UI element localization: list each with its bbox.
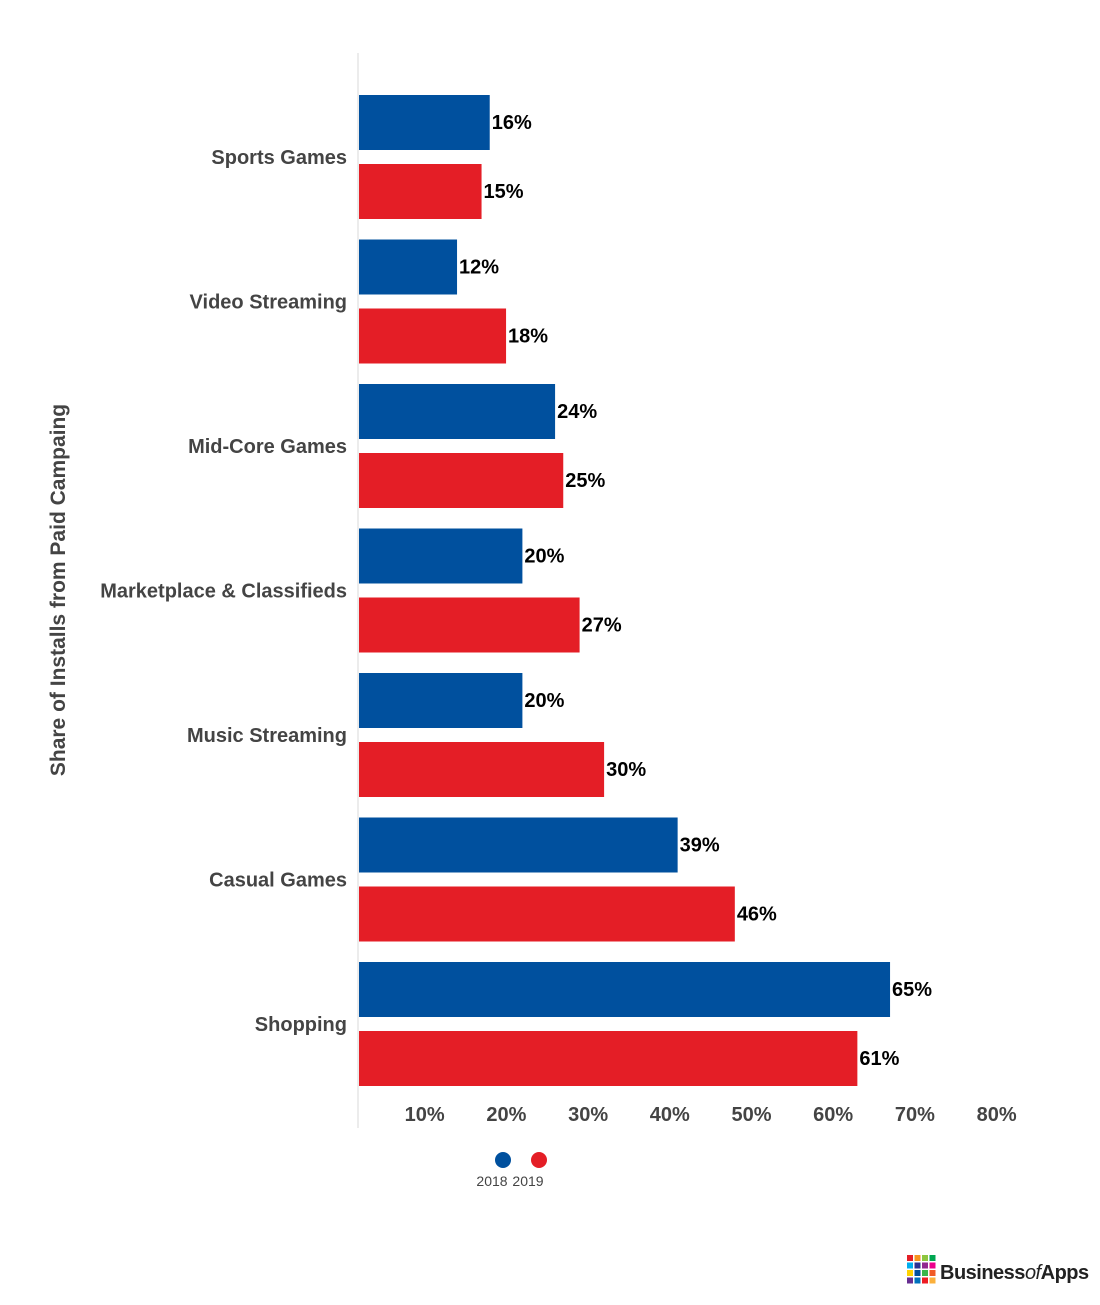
labels-layer: Sports Games 16% 15% Video Streaming 12% 18% M…	[100, 112, 932, 1070]
logo-square	[922, 1270, 928, 1276]
bar-2018-4	[359, 673, 523, 728]
legend-label-2018: 2018	[476, 1173, 507, 1189]
data-label: 27%	[582, 615, 622, 637]
category-label: Video Streaming	[190, 292, 347, 314]
logo-square	[914, 1255, 921, 1261]
data-label: 16%	[492, 112, 532, 134]
bar-2018-0	[359, 95, 490, 150]
bar-2018-6	[359, 962, 891, 1017]
data-label: 12%	[459, 257, 499, 279]
logo-square	[907, 1270, 913, 1276]
logo-wordmark: BusinessofApps	[940, 1262, 1089, 1284]
business-of-apps-logo: BusinessofApps	[907, 1255, 1090, 1284]
data-label: 61%	[859, 1048, 899, 1070]
bar-2019-1	[359, 308, 507, 364]
bars-layer	[359, 95, 891, 1086]
data-label: 39%	[680, 835, 720, 857]
x-tick-label: 60%	[813, 1104, 853, 1126]
legend-marker-2019	[531, 1152, 547, 1168]
logo-word-business: Business	[940, 1262, 1025, 1284]
legend-marker-2018	[495, 1152, 511, 1168]
legend-label-2019: 2019	[512, 1173, 543, 1189]
category-label: Casual Games	[209, 870, 347, 892]
data-label: 46%	[737, 904, 777, 926]
data-label: 24%	[557, 401, 597, 423]
bar-2019-5	[359, 886, 735, 942]
data-label: 25%	[565, 470, 605, 492]
logo-word-apps: Apps	[1041, 1262, 1089, 1284]
bar-2019-3	[359, 597, 580, 653]
bar-2019-6	[359, 1031, 858, 1086]
bar-2019-2	[359, 453, 564, 508]
logo-square	[922, 1262, 928, 1269]
logo-square	[929, 1277, 936, 1284]
logo-square	[914, 1270, 921, 1276]
category-label: Music Streaming	[187, 725, 347, 747]
logo-square	[907, 1262, 913, 1269]
x-tick-label: 80%	[977, 1104, 1017, 1126]
data-label: 20%	[524, 690, 564, 712]
data-label: 15%	[484, 181, 524, 203]
data-label: 18%	[508, 326, 548, 348]
y-axis-title: Share of Installs from Paid Campaing	[47, 404, 70, 776]
data-label: 65%	[892, 979, 932, 1001]
logo-square	[929, 1255, 936, 1261]
logo-square	[929, 1270, 936, 1276]
x-tick-label: 40%	[650, 1104, 690, 1126]
bar-2018-1	[359, 239, 458, 295]
x-tick-label: 50%	[731, 1104, 771, 1126]
data-label: 30%	[606, 759, 646, 781]
bar-2018-5	[359, 817, 678, 873]
logo-square	[914, 1262, 921, 1269]
bar-2019-0	[359, 164, 482, 219]
logo-square	[907, 1255, 913, 1261]
bar-2018-2	[359, 384, 556, 439]
category-label: Marketplace & Classifieds	[100, 581, 347, 603]
bar-2019-4	[359, 742, 605, 797]
logo-square	[929, 1262, 936, 1269]
x-tick-label: 30%	[568, 1104, 608, 1126]
logo-square	[922, 1255, 928, 1261]
bar-2018-3	[359, 528, 523, 584]
category-label: Shopping	[255, 1014, 347, 1036]
x-tick-labels: 10% 20% 30% 40% 50% 60% 70% 80%	[405, 1104, 1017, 1126]
business-of-apps-logo-icon	[907, 1255, 936, 1284]
logo-square	[922, 1277, 928, 1284]
x-tick-label: 10%	[405, 1104, 445, 1126]
logo-square	[907, 1277, 913, 1284]
logo-square	[914, 1277, 921, 1284]
x-tick-label: 20%	[486, 1104, 526, 1126]
data-label: 20%	[524, 546, 564, 568]
legend: 2018 2019	[476, 1152, 547, 1189]
category-label: Sports Games	[211, 147, 347, 169]
logo-word-of: of	[1025, 1262, 1044, 1284]
x-tick-label: 70%	[895, 1104, 935, 1126]
category-label: Mid-Core Games	[188, 436, 347, 458]
